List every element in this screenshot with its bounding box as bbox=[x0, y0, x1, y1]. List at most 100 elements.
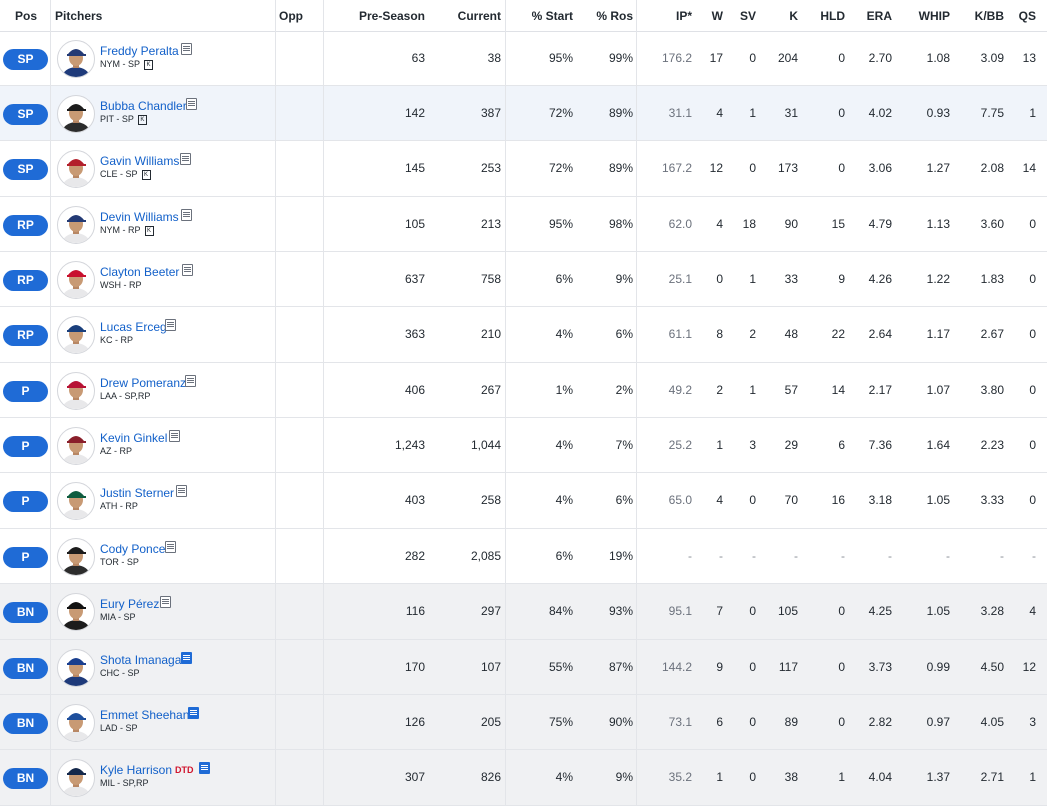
stat-whip: 1.17 bbox=[926, 327, 950, 341]
player-notes-icon[interactable] bbox=[199, 762, 210, 774]
player-avatar[interactable] bbox=[57, 649, 95, 687]
col-header-pos[interactable]: Pos bbox=[15, 9, 38, 23]
col-header-kbb[interactable]: K/BB bbox=[974, 9, 1004, 23]
position-button[interactable]: P bbox=[3, 436, 48, 457]
player-avatar[interactable] bbox=[57, 372, 95, 410]
stat-sv: - bbox=[752, 549, 756, 563]
player-avatar[interactable] bbox=[57, 95, 95, 133]
player-notes-icon[interactable] bbox=[188, 707, 199, 719]
position-button[interactable]: RP bbox=[3, 215, 48, 236]
preseason-rank: 126 bbox=[404, 715, 425, 729]
col-header-sv[interactable]: SV bbox=[739, 9, 756, 23]
player-name-link[interactable]: Eury Pérez bbox=[100, 597, 160, 611]
player-name-link[interactable]: Bubba Chandler bbox=[100, 99, 187, 113]
player-notes-icon[interactable] bbox=[185, 375, 196, 387]
col-header-pitchers[interactable]: Pitchers bbox=[55, 9, 103, 23]
col-header-pct-start[interactable]: % Start bbox=[531, 9, 573, 23]
player-name-link[interactable]: Devin Williams bbox=[100, 210, 179, 224]
table-row: BN Kyle Harrison DTD MIL - SP,RP 307 826 4% 9% 3… bbox=[0, 750, 1047, 806]
stat-qs: 1 bbox=[1029, 770, 1036, 784]
player-notes-icon[interactable] bbox=[181, 43, 192, 55]
col-header-ip[interactable]: IP* bbox=[675, 9, 692, 23]
col-header-opp[interactable]: Opp bbox=[279, 9, 303, 23]
position-button[interactable]: BN bbox=[3, 768, 48, 789]
player-avatar[interactable] bbox=[57, 759, 95, 797]
col-header-current[interactable]: Current bbox=[457, 9, 501, 23]
player-avatar[interactable] bbox=[57, 427, 95, 465]
player-name-link[interactable]: Kyle Harrison bbox=[100, 763, 173, 777]
player-notes-icon[interactable] bbox=[169, 430, 180, 442]
player-team-position: TOR - SP bbox=[100, 557, 139, 567]
player-name-link[interactable]: Drew Pomeranz bbox=[100, 376, 187, 390]
player-notes-icon[interactable] bbox=[182, 264, 193, 276]
position-button[interactable]: P bbox=[3, 381, 48, 402]
stat-kbb: - bbox=[1000, 549, 1004, 563]
col-header-qs[interactable]: QS bbox=[1018, 9, 1036, 23]
table-header: Pos Pitchers Opp Pre-Season Current % St… bbox=[0, 0, 1047, 32]
col-header-k[interactable]: K bbox=[789, 9, 798, 23]
col-header-pct-ros[interactable]: % Ros bbox=[596, 9, 633, 23]
player-avatar[interactable] bbox=[57, 40, 95, 78]
player-name-link[interactable]: Cody Ponce bbox=[100, 542, 166, 556]
pct-ros: 89% bbox=[608, 106, 633, 120]
player-avatar[interactable] bbox=[57, 261, 95, 299]
player-avatar[interactable] bbox=[57, 206, 95, 244]
position-button[interactable]: BN bbox=[3, 713, 48, 734]
position-button[interactable]: BN bbox=[3, 602, 48, 623]
player-notes-icon[interactable] bbox=[186, 98, 197, 110]
col-header-w[interactable]: W bbox=[711, 9, 723, 23]
position-button[interactable]: P bbox=[3, 491, 48, 512]
stat-w: 4 bbox=[716, 217, 723, 231]
keeper-badge-icon: K bbox=[137, 115, 147, 125]
player-avatar[interactable] bbox=[57, 704, 95, 742]
player-avatar[interactable] bbox=[57, 316, 95, 354]
player-name-link[interactable]: Justin Sterner bbox=[100, 486, 175, 500]
player-avatar[interactable] bbox=[57, 593, 95, 631]
stat-sv: 3 bbox=[749, 438, 756, 452]
col-header-hld[interactable]: HLD bbox=[820, 9, 845, 23]
player-name-link[interactable]: Shota Imanaga bbox=[100, 653, 182, 667]
player-name-link[interactable]: Gavin Williams bbox=[100, 154, 180, 168]
player-notes-icon[interactable] bbox=[181, 209, 192, 221]
player-team-position: CLE - SP K bbox=[100, 169, 151, 180]
stat-k: 57 bbox=[784, 383, 798, 397]
player-name-link[interactable]: Clayton Beeter bbox=[100, 265, 180, 279]
table-row: SP Gavin Williams CLE - SP K 145 253 72% 89% 167… bbox=[0, 141, 1047, 197]
stat-kbb: 4.05 bbox=[980, 715, 1004, 729]
preseason-rank: 637 bbox=[404, 272, 425, 286]
preseason-rank: 363 bbox=[404, 327, 425, 341]
preseason-rank: 145 bbox=[404, 161, 425, 175]
player-name-link[interactable]: Emmet Sheehan bbox=[100, 708, 190, 722]
position-button[interactable]: SP bbox=[3, 49, 48, 70]
player-avatar[interactable] bbox=[57, 150, 95, 188]
stat-qs: 13 bbox=[1022, 51, 1036, 65]
stat-whip: 0.97 bbox=[926, 715, 950, 729]
player-notes-icon[interactable] bbox=[160, 596, 171, 608]
table-row: P Cody Ponce TOR - SP 282 2,085 6% 19% - - - - - - - -… bbox=[0, 529, 1047, 584]
position-button[interactable]: SP bbox=[3, 104, 48, 125]
col-header-preseason[interactable]: Pre-Season bbox=[358, 9, 425, 23]
position-button[interactable]: RP bbox=[3, 270, 48, 291]
stat-kbb: 2.71 bbox=[980, 770, 1004, 784]
player-avatar[interactable] bbox=[57, 538, 95, 576]
position-button[interactable]: RP bbox=[3, 325, 48, 346]
player-notes-icon[interactable] bbox=[165, 541, 176, 553]
stat-kbb: 3.33 bbox=[980, 493, 1004, 507]
player-name-link[interactable]: Lucas Erceg bbox=[100, 320, 167, 334]
table-row: RP Devin Williams NYM - RP K 105 213 95% 98% 62.… bbox=[0, 197, 1047, 252]
position-button[interactable]: P bbox=[3, 547, 48, 568]
position-button[interactable]: SP bbox=[3, 159, 48, 180]
position-button[interactable]: BN bbox=[3, 658, 48, 679]
current-rank: 387 bbox=[480, 106, 501, 120]
player-notes-icon[interactable] bbox=[176, 485, 187, 497]
preseason-rank: 116 bbox=[405, 604, 425, 618]
player-notes-icon[interactable] bbox=[181, 652, 192, 664]
col-header-era[interactable]: ERA bbox=[866, 9, 892, 23]
player-notes-icon[interactable] bbox=[180, 153, 191, 165]
player-name-link[interactable]: Freddy Peralta bbox=[100, 44, 179, 58]
player-avatar[interactable] bbox=[57, 482, 95, 520]
player-name-link[interactable]: Kevin Ginkel bbox=[100, 431, 168, 445]
player-notes-icon[interactable] bbox=[165, 319, 176, 331]
stat-whip: 0.93 bbox=[926, 106, 950, 120]
col-header-whip[interactable]: WHIP bbox=[918, 9, 950, 23]
